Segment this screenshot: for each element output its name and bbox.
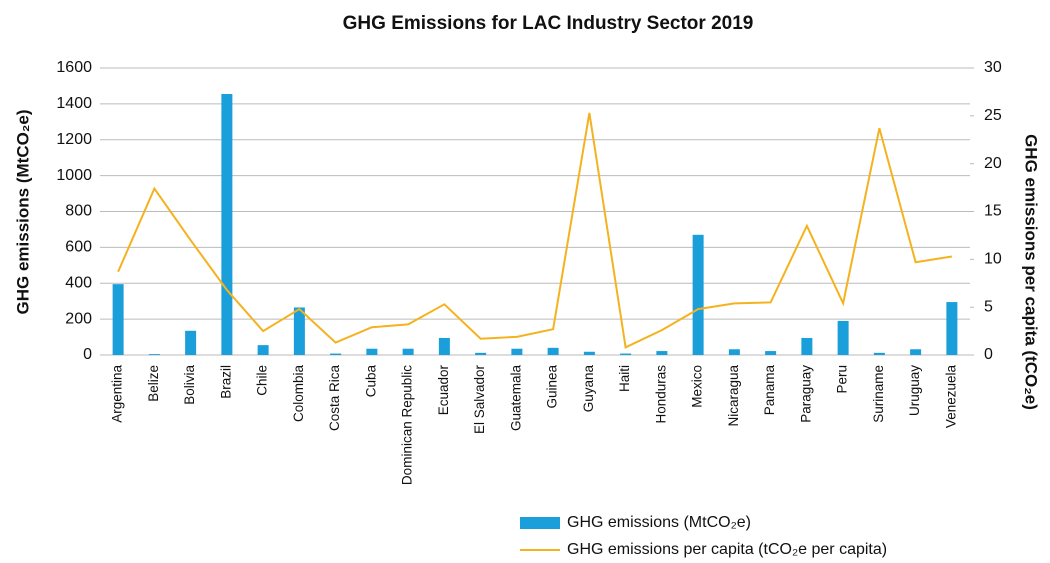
y-tick-label: 200 [65, 310, 92, 327]
y-tick-label: 1400 [56, 95, 92, 112]
y2-axis-label: GHG emissions per capita (tCO₂e) [1022, 134, 1041, 410]
x-tick-label: Mexico [690, 365, 705, 408]
y-tick-label: 1600 [56, 59, 92, 76]
bar [475, 352, 487, 355]
x-tick-label: Nicaragua [726, 365, 741, 427]
x-tick-label: Haiti [617, 365, 632, 392]
chart-title: GHG Emissions for LAC Industry Sector 20… [343, 13, 754, 34]
y2-tick-label: 30 [984, 59, 1002, 76]
bar [293, 307, 305, 355]
bar [221, 94, 233, 356]
y-tick-label: 1000 [56, 167, 92, 184]
x-tick-label: Chile [255, 365, 270, 396]
bar [330, 353, 342, 355]
bar [910, 349, 922, 355]
y2-tick-label: 25 [984, 107, 1002, 124]
bar [402, 348, 414, 355]
x-tick-label: Brazil [218, 365, 233, 399]
y2-tick-label: 20 [984, 155, 1002, 172]
y2-tick-label: 0 [984, 346, 993, 363]
bar [946, 302, 958, 355]
bar [765, 351, 777, 355]
y-tick-label: 1200 [56, 131, 92, 148]
y-axis-label: GHG emissions (MtCO₂e) [13, 110, 32, 315]
line [117, 112, 953, 349]
bar [366, 348, 378, 355]
x-tick-label: Guatemala [508, 365, 523, 432]
x-tick-label: Ecuador [436, 365, 451, 416]
legend-label: GHG emissions per capita (tCO₂e per capi… [567, 541, 887, 558]
x-tick-label: Honduras [653, 365, 668, 424]
x-tick-label: El Salvador [472, 365, 487, 435]
bar [656, 351, 668, 355]
bar [112, 284, 124, 355]
y-tick-label: 800 [65, 203, 92, 220]
y-tick-label: 600 [65, 239, 92, 256]
x-tick-label: Peru [835, 365, 850, 394]
x-tick-label: Guinea [545, 365, 560, 409]
bar [873, 352, 885, 355]
x-tick-label: Suriname [871, 365, 886, 423]
x-tick-label: Panama [762, 365, 777, 416]
legend-label: GHG emissions (MtCO₂e) [567, 514, 751, 531]
bar [185, 330, 197, 355]
bar [692, 234, 704, 355]
y2-tick-label: 15 [984, 203, 1002, 220]
y2-tick-label: 5 [984, 298, 993, 315]
bar [801, 337, 813, 355]
y2-tick-label: 10 [984, 251, 1002, 268]
bar [511, 348, 523, 355]
x-tick-label: Guyana [581, 365, 596, 413]
y-tick-label: 0 [83, 346, 92, 363]
bar [583, 351, 595, 355]
x-tick-label: Paraguay [798, 365, 813, 423]
x-tick-label: Colombia [291, 365, 306, 423]
bar [728, 349, 740, 355]
bar [438, 337, 450, 355]
x-tick-label: Argentina [110, 365, 125, 423]
bar [148, 354, 160, 355]
x-tick-label: Costa Rica [327, 365, 342, 432]
x-tick-label: Dominican Republic [400, 365, 415, 485]
x-tick-label: Uruguay [907, 365, 922, 416]
x-tick-label: Cuba [363, 365, 378, 398]
y-tick-label: 400 [65, 274, 92, 291]
bar [547, 347, 559, 355]
legend-swatch [520, 517, 560, 529]
bar [257, 345, 269, 355]
bar [620, 353, 632, 355]
x-tick-label: Belize [146, 365, 161, 402]
x-tick-label: Bolivia [182, 365, 197, 405]
bar [837, 320, 849, 355]
x-tick-label: Venezuela [943, 365, 958, 429]
